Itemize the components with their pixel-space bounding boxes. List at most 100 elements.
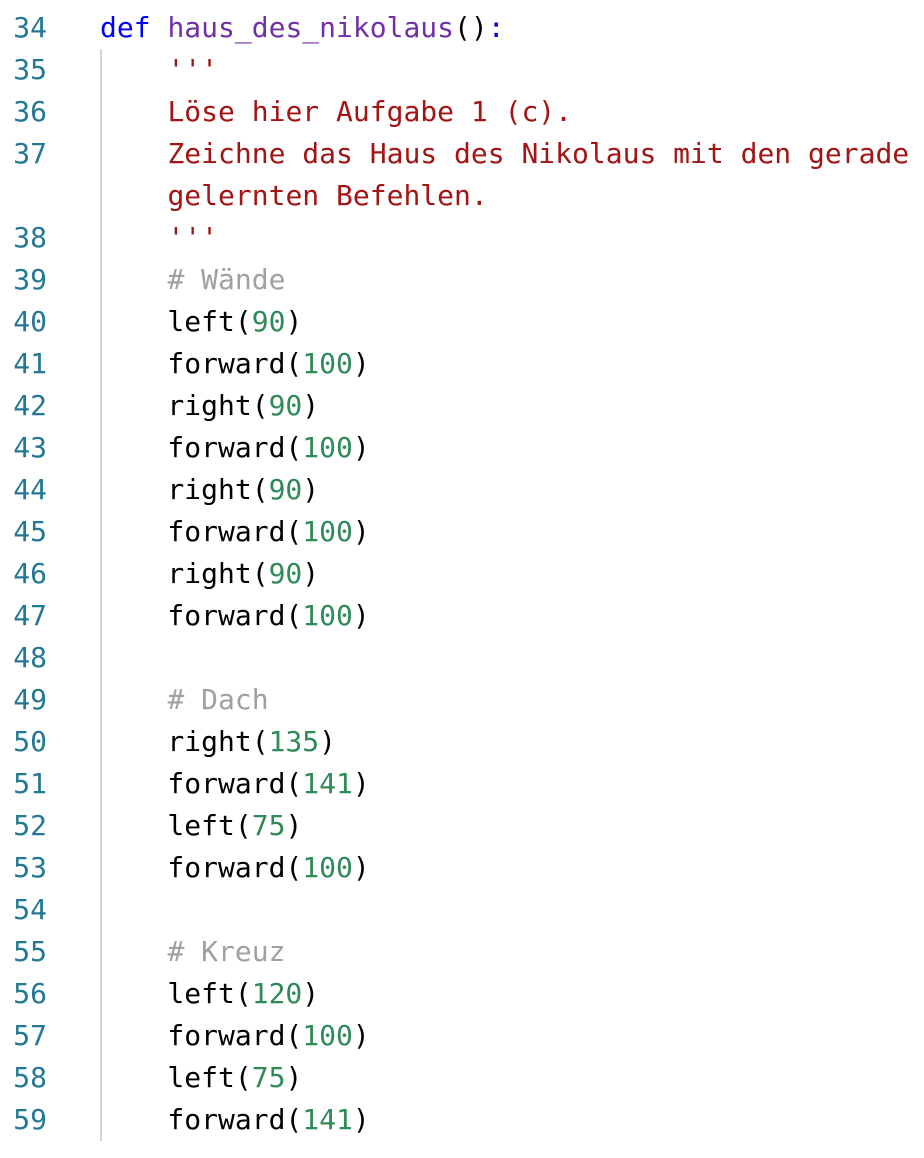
code-line[interactable]: 43 forward(100) — [0, 427, 924, 469]
line-number: 34 — [13, 11, 47, 44]
code-text[interactable]: Löse hier Aufgabe 1 (c). — [100, 91, 572, 133]
token-pl — [100, 935, 167, 968]
token-num: 100 — [302, 431, 353, 464]
token-num: 100 — [302, 515, 353, 548]
code-text[interactable]: gelernten Befehlen. — [100, 175, 488, 217]
code-text[interactable]: # Dach — [100, 679, 269, 721]
token-str: ''' — [167, 221, 219, 254]
line-number: 38 — [13, 221, 47, 254]
line-number: 57 — [13, 1019, 47, 1052]
code-text[interactable]: right(135) — [100, 721, 336, 763]
code-text[interactable]: # Kreuz — [100, 931, 285, 973]
code-line[interactable]: 36 Löse hier Aufgabe 1 (c). — [0, 91, 924, 133]
line-number: 36 — [13, 95, 47, 128]
line-number: 41 — [13, 347, 47, 380]
token-pl — [100, 53, 167, 86]
token-pl: left( — [100, 977, 252, 1010]
code-text[interactable]: ''' — [100, 49, 218, 91]
code-text[interactable]: forward(100) — [100, 511, 369, 553]
code-text[interactable]: forward(141) — [100, 1099, 369, 1141]
token-pl: ) — [352, 767, 370, 800]
token-str: Löse hier Aufgabe 1 (c). — [167, 95, 573, 128]
token-num: 100 — [302, 599, 353, 632]
token-pl: left( — [100, 1061, 252, 1094]
code-line[interactable]: 46 right(90) — [0, 553, 924, 595]
token-str: gelernten Befehlen. — [167, 179, 488, 212]
code-line[interactable]: 50 right(135) — [0, 721, 924, 763]
code-line[interactable]: 54 — [0, 889, 924, 931]
line-number: 35 — [13, 53, 47, 86]
code-line[interactable]: 55 # Kreuz — [0, 931, 924, 973]
token-pl: left( — [100, 305, 252, 338]
code-line[interactable]: 42 right(90) — [0, 385, 924, 427]
code-line[interactable]: 35 ''' — [0, 49, 924, 91]
token-cm: # Dach — [167, 683, 269, 716]
code-text[interactable]: right(90) — [100, 469, 319, 511]
code-line[interactable]: 44 right(90) — [0, 469, 924, 511]
code-text[interactable]: ''' — [100, 217, 218, 259]
token-pl: forward( — [100, 431, 303, 464]
code-line[interactable]: 52 left(75) — [0, 805, 924, 847]
line-number: 45 — [13, 515, 47, 548]
token-pl: forward( — [100, 347, 303, 380]
token-pl: ) — [302, 389, 320, 422]
token-num: 90 — [268, 557, 303, 590]
token-kw: def — [100, 11, 151, 44]
code-text[interactable]: forward(100) — [100, 847, 369, 889]
code-line[interactable]: gelernten Befehlen. — [0, 175, 924, 217]
code-line[interactable]: 34 def haus_des_nikolaus(): — [0, 7, 924, 49]
code-line[interactable]: 37 Zeichne das Haus des Nikolaus mit den… — [0, 133, 924, 175]
code-line[interactable]: 59 forward(141) — [0, 1099, 924, 1141]
token-pl — [100, 179, 167, 212]
line-number: 54 — [13, 893, 47, 926]
token-pl: ) — [352, 599, 370, 632]
code-text[interactable]: forward(100) — [100, 427, 369, 469]
code-text[interactable]: left(90) — [100, 301, 302, 343]
token-pl: ) — [352, 347, 370, 380]
token-num: 135 — [268, 725, 320, 758]
code-text[interactable]: def haus_des_nikolaus(): — [100, 7, 505, 49]
token-pl: forward( — [100, 851, 303, 884]
code-text[interactable]: right(90) — [100, 553, 319, 595]
code-text[interactable]: right(90) — [100, 385, 319, 427]
line-number: 51 — [13, 767, 47, 800]
token-pl — [100, 137, 167, 170]
token-pl: forward( — [100, 767, 303, 800]
code-text[interactable]: forward(141) — [100, 763, 370, 805]
code-text[interactable]: Zeichne das Haus des Nikolaus mit den ge… — [100, 133, 909, 175]
code-line[interactable]: 47 forward(100) — [0, 595, 924, 637]
code-line[interactable]: 45 forward(100) — [0, 511, 924, 553]
token-pl: right( — [100, 725, 269, 758]
code-text[interactable]: forward(100) — [100, 1015, 370, 1057]
code-line[interactable]: 40 left(90) — [0, 301, 924, 343]
code-text[interactable]: left(75) — [100, 1057, 302, 1099]
code-text[interactable]: left(120) — [100, 973, 319, 1015]
code-line[interactable]: 39 # Wände — [0, 259, 924, 301]
line-number: 58 — [13, 1061, 47, 1094]
line-number: 46 — [13, 557, 47, 590]
code-text[interactable]: # Wände — [100, 259, 285, 301]
line-number: 39 — [13, 263, 47, 296]
code-line[interactable]: 48 — [0, 637, 924, 679]
token-str: Zeichne das Haus des Nikolaus mit den ge… — [167, 137, 910, 170]
code-line[interactable]: 56 left(120) — [0, 973, 924, 1015]
code-editor[interactable]: 34 def haus_des_nikolaus(): 35 ''' 36 Löse … — [0, 7, 924, 1141]
code-text[interactable]: forward(100) — [100, 595, 370, 637]
code-line[interactable]: 58 left(75) — [0, 1057, 924, 1099]
token-pl: ) — [352, 1019, 370, 1052]
code-line[interactable]: 49 # Dach — [0, 679, 924, 721]
code-line[interactable]: 38 ''' — [0, 217, 924, 259]
token-cm: # Wände — [167, 263, 286, 296]
token-num: 75 — [251, 1061, 286, 1094]
code-line[interactable]: 51 forward(141) — [0, 763, 924, 805]
code-text[interactable]: forward(100) — [100, 343, 370, 385]
code-line[interactable]: 41 forward(100) — [0, 343, 924, 385]
token-pl: ) — [302, 557, 320, 590]
code-line[interactable]: 57 forward(100) — [0, 1015, 924, 1057]
code-text[interactable]: left(75) — [100, 805, 302, 847]
line-number: 55 — [13, 935, 47, 968]
code-line[interactable]: 53 forward(100) — [0, 847, 924, 889]
line-number: 44 — [13, 473, 47, 506]
token-pl — [100, 263, 167, 296]
token-pl — [151, 11, 168, 44]
